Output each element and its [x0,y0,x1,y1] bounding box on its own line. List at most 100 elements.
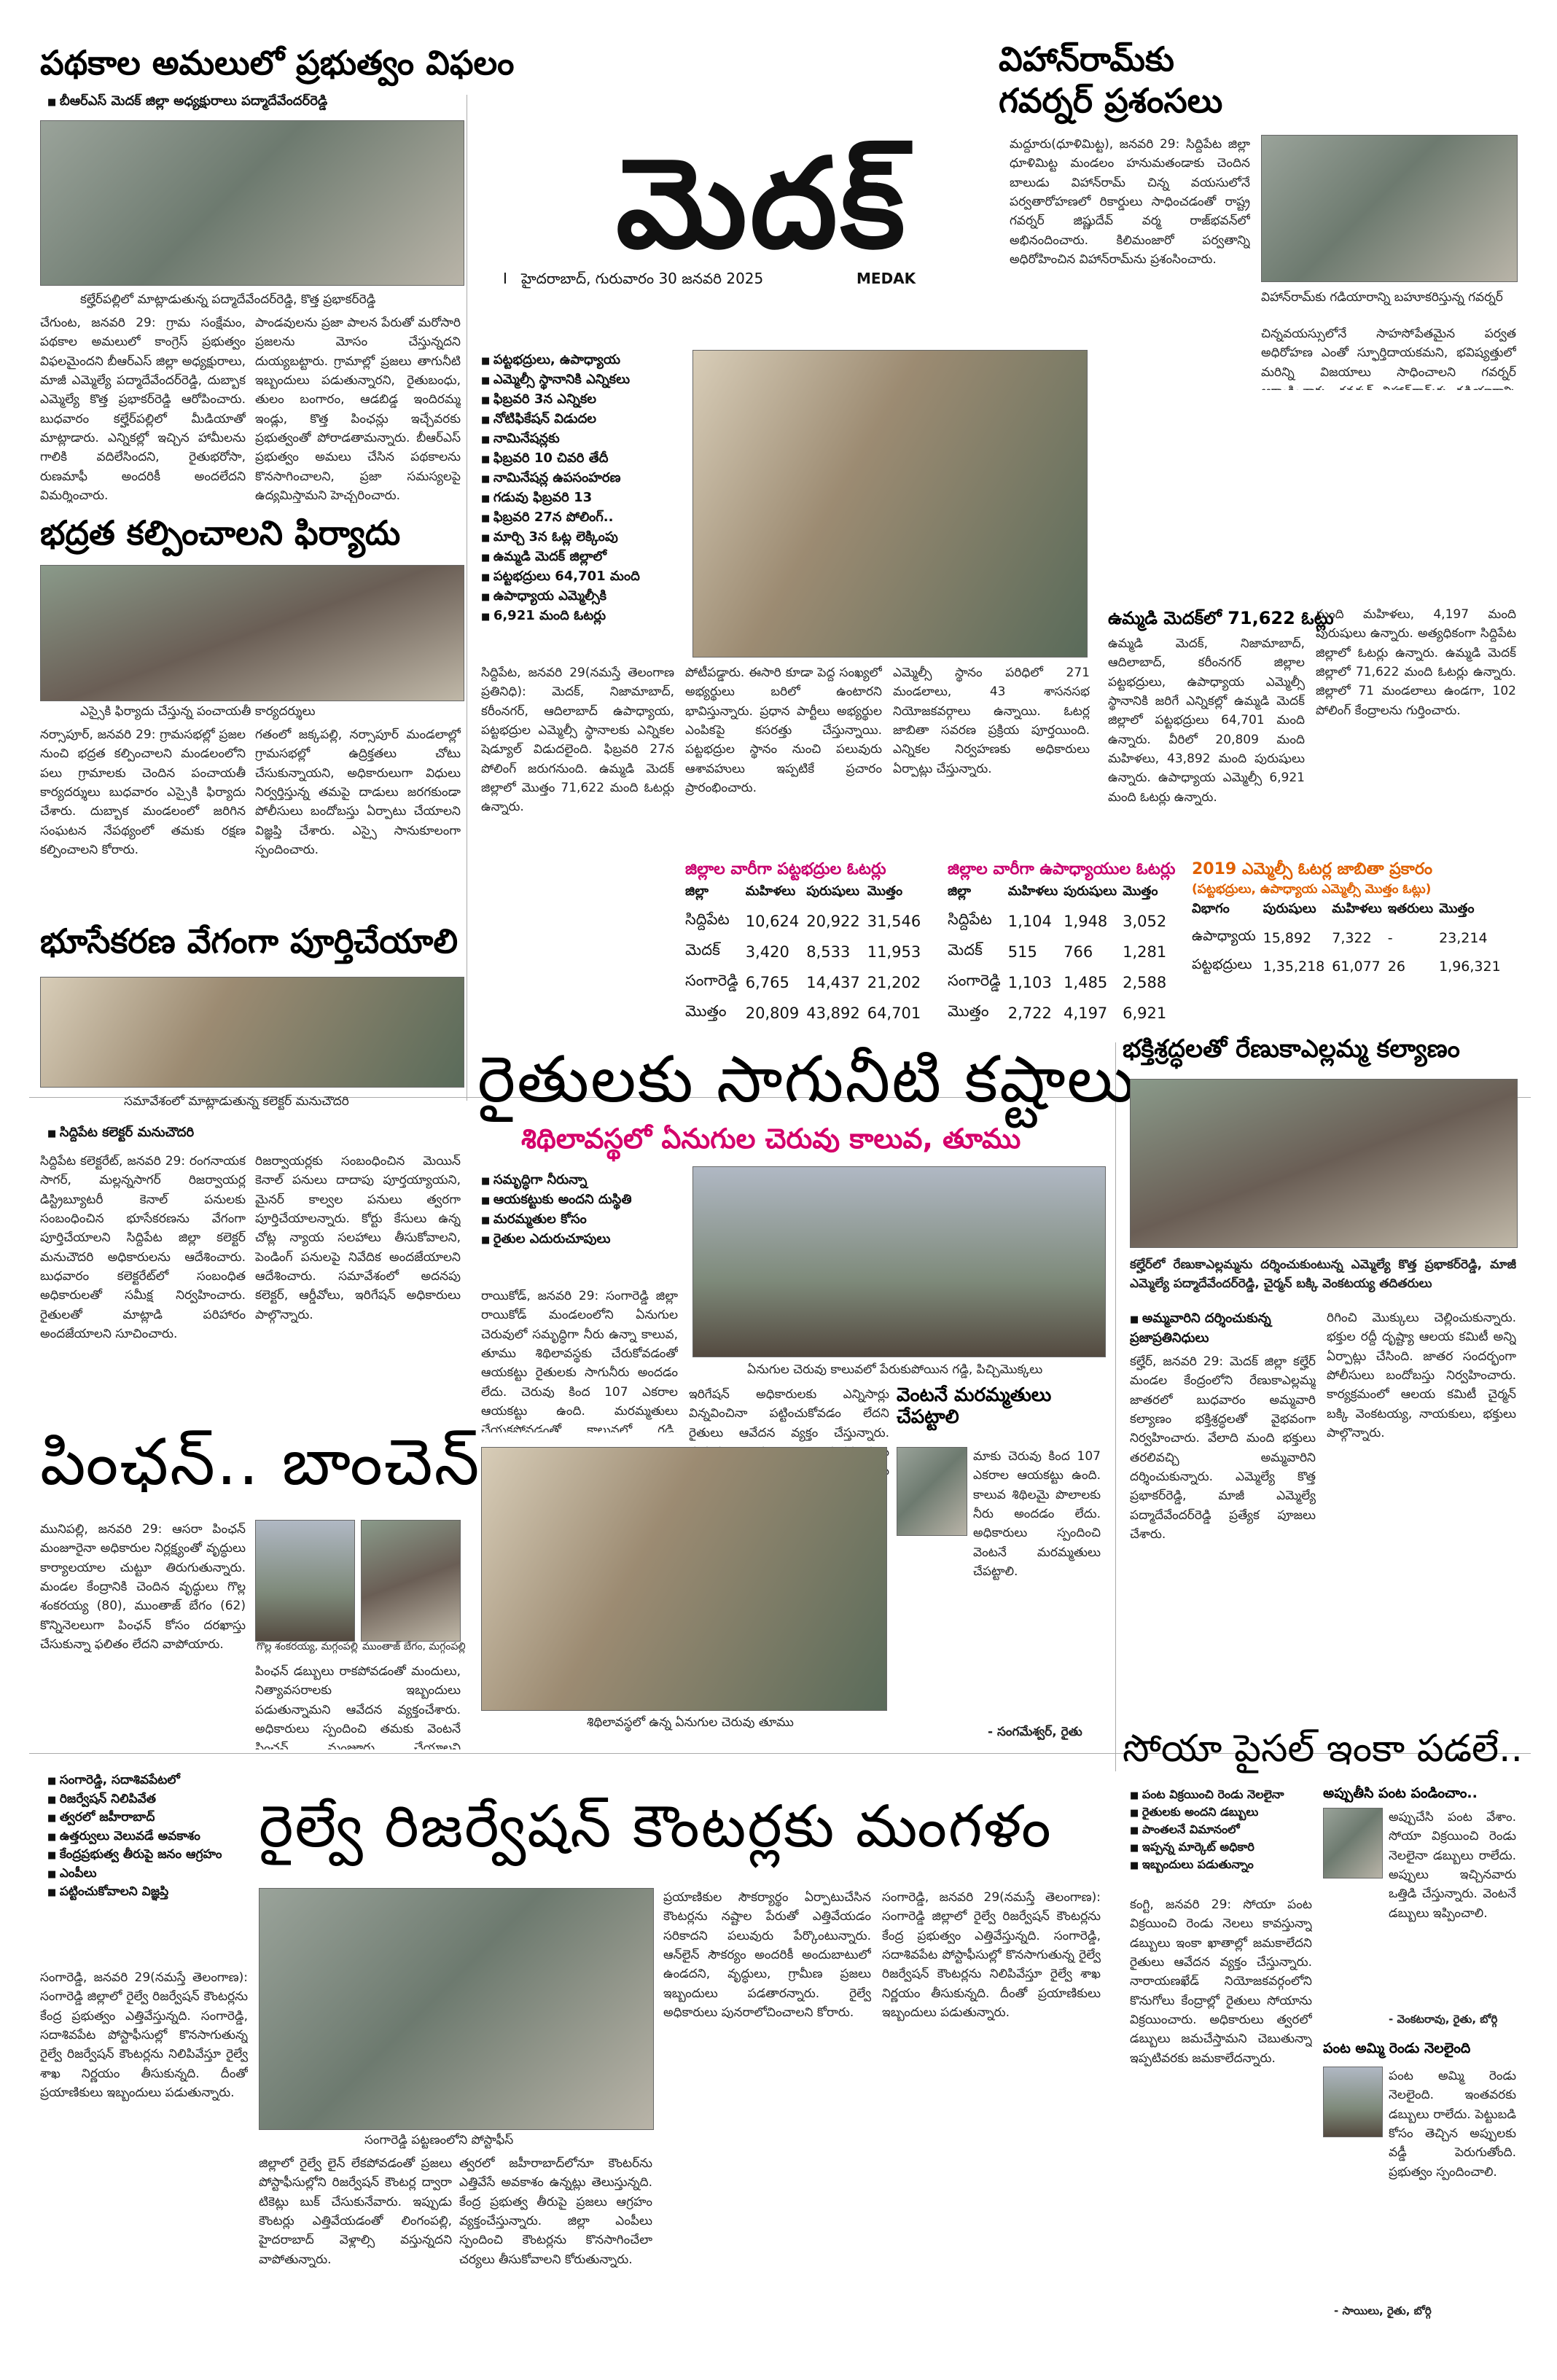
table-row: సంగారెడ్డి 1,103 1,485 2,588 [948,972,1167,991]
story3-body: సిద్దిపేట కలెక్టరేట్, జనవరి 29: రంగనాయక … [40,1154,246,1342]
story8-quote1-photo [1323,1808,1383,1878]
story6-subhead: శిథిలావస్థలో ఏనుగుల చెరువు కాలువ, తూము [521,1123,1021,1155]
mlc-body: మంది మహిళలు, 4,197 మంది పురుషులు ఉన్నారు… [1316,607,1516,718]
story9-bullets: సంగారెడ్డి, సదాశివపేటలోరిజర్వేషన్ నిలిపి… [47,1771,259,1902]
story5-photo [1261,135,1518,282]
story4-headline: పింఛన్.. బాంచెన్ [40,1424,481,1499]
mlc-headline: ఉమ్మడి మెదక్‌లో 71,622 ఓట్లు [1108,608,1334,628]
story3-headline: భూసేకరణ వేగంగా పూర్తిచేయాలి [40,921,458,961]
mlc-bullets: పట్టభద్రులు, ఉపాధ్యాయఎమ్మెల్సీ స్థానానిక… [481,350,678,625]
story4-photo1-caption: గొల్ల శంకరయ్య, మగ్గంపల్లి [257,1641,358,1653]
story8-quote1-author: - వెంకటరావు, రైతు, బోర్గి [1389,2013,1498,2026]
masthead-title: మెదక్ [616,132,908,276]
table3-title: 2019 ఎమ్మెల్సీ ఓటర్ల జాబితా ప్రకారం [1192,860,1433,878]
story6-quote-photo [897,1447,967,1536]
story4-body: పింఛన్ డబ్బులు రాకపోవడంతో మందులు, నిత్యా… [255,1664,461,1749]
table2: జిల్లాల వారీగా ఉపాధ్యాయుల ఓటర్లు జిల్లా మ… [948,860,1175,1029]
table-row: మొత్తం 20,809 43,892 64,701 [685,1002,921,1022]
story8-headline: సోయా పైసల్ ఇంకా పడలే.. [1123,1727,1523,1771]
story8-quote2-body: పంట అమ్మి రెండు నెలలైంది. ఇంతవరకు డబ్బుల… [1389,2069,1516,2180]
table-row: సిద్దిపేట 10,624 20,922 31,546 [685,910,921,930]
story3-kicker: సిద్దిపేట కలెక్టర్ మనుచౌదరి [47,1123,194,1142]
story6-photo-caption: శిథిలావస్థలో ఉన్న ఏనుగుల చెరువు తూము [587,1715,794,1730]
story5-body: చిన్నవయస్సులోనే సాహసోపేతమైన పర్వత అధిరోహ… [1261,327,1516,390]
story3-photo [40,977,464,1088]
column-rule [1115,1042,1116,1771]
story6-quote-body: మాకు చెరువు కింద 107 ఎకరాల ఆయకట్టు ఉంది.… [973,1449,1101,1580]
table-row: మొత్తం 2,722 4,197 6,921 [948,1002,1167,1022]
story4-photo [255,1520,355,1642]
story7-photo [1130,1079,1518,1248]
story4-body: మునిపల్లి, జనవరి 29: ఆసరా పింఛన్ మంజూరైన… [40,1522,246,1653]
story9-headline: రైల్వే రిజర్వేషన్ కౌంటర్లకు మంగళం [259,1792,1053,1860]
table-row: సంగారెడ్డి 6,765 14,437 21,202 [685,972,921,991]
story2-body: నర్సాపూర్, జనవరి 29: గ్రామసభల్లో ప్రజల న… [40,727,246,858]
mlc-body: సిద్దిపేట, జనవరి 29(నమస్తే తెలంగాణ ప్రతి… [481,666,674,815]
mlc-body: ఎమ్మెల్సీ స్థానం పరిధిలో 271 మండలాలు, 43… [893,666,1090,776]
story7-body: కల్హేర్, జనవరి 29: మెదక్ జిల్లా కల్హేర్ … [1130,1354,1316,1542]
story5-body: మద్దూరు(ధూళిమిట్ట), జనవరి 29: సిద్దిపేట … [1010,137,1250,268]
story7-body: రిగించి మొక్కులు చెల్లించుకున్నారు. భక్త… [1327,1311,1516,1441]
story6-quote-author: - సంగమేశ్వర్, రైతు [988,1725,1082,1739]
table-row: మెదక్ 515 766 1,281 [948,941,1167,961]
story8-quote2-head: పంట అమ్మి రెండు నెలలైంది [1323,2040,1471,2056]
story2-caption: ఎస్సైకి ఫిర్యాదు చేస్తున్న పంచాయతీ కార్య… [80,704,316,719]
story5-headline: విహాన్‌రామ్‌కు [999,39,1174,79]
story4-photo [361,1520,461,1642]
table1-grid: జిల్లా మహిళలు పురుషులు మొత్తం సిద్దిపేట 10,6… [685,882,928,1029]
edition-label: MEDAK [856,270,916,287]
story9-body: సంగారెడ్డి, జనవరి 29(నమస్తే తెలంగాణ): సం… [40,1970,248,2101]
story2-body: గతంలో జక్కపల్లి, నర్సాపూర్ మండలాల్లో గ్ర… [255,727,461,858]
table-row: సిద్దిపేట 1,104 1,948 3,052 [948,910,1167,930]
story6-bullets: సమృద్ధిగా నీరున్నాఆయకట్టుకు అందని దుస్థి… [481,1170,678,1249]
story9-caption: సంగారెడ్డి పట్టణంలోని పోస్టాఫీస్ [364,2133,514,2147]
story1-headline: పథకాల అమలులో ప్రభుత్వం విఫలం [40,43,515,82]
story7-bullet: అమ్మవారిని దర్శించుకున్న ప్రజాప్రతినిధుల… [1130,1308,1312,1348]
story6-body: రాయికోడ్, జనవరి 29: సంగారెడ్డి జిల్లా రా… [481,1289,678,1432]
story8-body: కంగ్టి, జనవరి 29: సోయా పంట విక్రయించి రె… [1130,1897,1312,2066]
story8-quote2-author: - సాయిలు, రైతు, బోర్గి [1334,2304,1432,2317]
table1: జిల్లాల వారీగా పట్టభద్రుల ఓటర్లు జిల్లా మ… [685,860,928,1029]
masthead-dateline: I హైదరాబాద్, గురువారం 30 జనవరి 2025 [503,270,764,287]
story8-bullets: పంట విక్రయించి రెండు నెలలైనారైతులకు అందన… [1130,1786,1305,1873]
story5-caption: విహాన్‌రామ్‌కు గడియారాన్ని బహూకరిస్తున్న… [1261,290,1503,305]
story5-headline: గవర్నర్ ప్రశంసలు [999,81,1223,120]
story7-caption: కల్హేర్‌లో రేణుకాఎల్లమ్మను దర్శించుకుంటు… [1130,1257,1516,1292]
section-rule [29,1753,1531,1754]
story8-quote1-body: అప్పుచేసి పంట వేశాం. సోయా విక్రయించి రెం… [1389,1810,1516,1921]
story9-body: త్వరలో జహీరాబాద్‌లోనూ కౌంటర్‌ను ఎత్తివేస… [459,2156,652,2267]
table3-subtitle: (పట్టభద్రులు, ఉపాధ్యాయ ఎమ్మెల్సీ మొత్తం … [1192,882,1432,897]
story7-headline: భక్తిశ్రద్ధలతో రేణుకాఎల్లమ్మ కల్యాణం [1123,1034,1460,1064]
mlc-body: ఉమ్మడి మెదక్, నిజామాబాద్, ఆదిలాబాద్, కరీ… [1108,636,1305,805]
story9-body: సంగారెడ్డి, జనవరి 29(నమస్తే తెలంగాణ): సం… [882,1890,1101,2021]
table1-title: జిల్లాల వారీగా పట్టభద్రుల ఓటర్లు [685,860,886,878]
story3-caption: సమావేశంలో మాట్లాడుతున్న కలెక్టర్ మనుచౌదర… [124,1094,349,1109]
story8-quote1-head: అప్పుతీసి పంట పండించాం.. [1323,1785,1478,1801]
story1-body: చేగుంట, జనవరి 29: గ్రామ సంక్షేమం, పథకాల … [40,316,246,503]
story4-photo2-caption: ముంతాజ్ బేగం, మగ్గంపల్లి [362,1641,466,1653]
story2-headline: భద్రత కల్పించాలని ఫిర్యాదు [40,513,401,553]
story2-photo [40,565,464,701]
story9-photo [259,1888,654,2130]
story9-body: ప్రయాణికుల సౌకర్యార్థం ఏర్పాటుచేసిన కౌంట… [663,1890,871,2021]
table-row: ఉపాధ్యాయ 15,892 7,322-23,214 [1192,928,1488,946]
table-row: మెదక్ 3,420 8,533 11,953 [685,941,921,961]
story1-photo [40,120,464,286]
table3-grid: విభాగం పురుషులు మహిళలు ఇతరులు మొత్తం ఉపాధ్యా… [1192,900,1508,980]
story6-photo-caption: ఏనుగుల చెరువు కాలువలో పేరుకుపోయిన గడ్డి,… [747,1362,1043,1377]
story6-headline: రైతులకు సాగునీటి కష్టాలు [477,1042,1136,1117]
story1-body: పాండవులను ప్రజా పాలన పేరుతో మరోసారి ప్రజ… [255,316,461,503]
story6-quote-head: వెంటనే మరమ్మతులు చేపట్టాలి [897,1384,1052,1428]
section-rule [29,1097,1531,1098]
table2-grid: జిల్లా మహిళలు పురుషులు మొత్తం సిద్దిపేట 1,10… [948,882,1174,1029]
table3: 2019 ఎమ్మెల్సీ ఓటర్ల జాబితా ప్రకారం (పట్… [1192,860,1508,980]
story1-caption: కల్హేర్‌పల్లిలో మాట్లాడుతున్న పద్మాదేవేం… [80,292,376,307]
mlc-body: పోటీపడ్డారు. ఈసారి కూడా పెద్ద సంఖ్యలో అభ… [685,666,882,796]
story8-quote2-photo [1323,2067,1383,2137]
story6-photo [692,1166,1106,1357]
table-row: పట్టభద్రులు 1,35,218 61,077 26 1,96,321 [1192,956,1501,975]
mlc-photo [692,350,1088,658]
story1-kicker: బీఆర్ఎస్ మెదక్ జిల్లా అధ్యక్షురాలు పద్మా… [47,91,327,111]
story6-photo [481,1447,887,1711]
table2-title: జిల్లాల వారీగా ఉపాధ్యాయుల ఓటర్లు [948,860,1176,878]
